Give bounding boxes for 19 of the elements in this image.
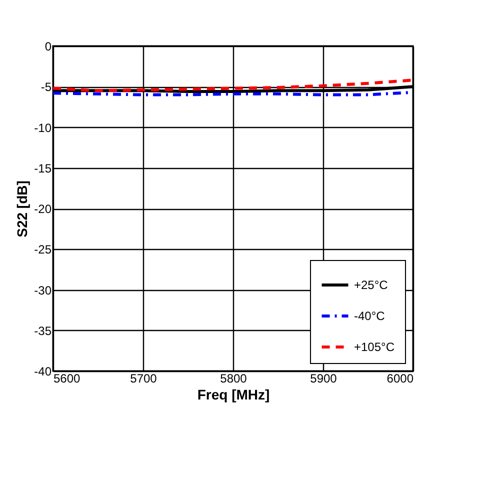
x-axis-title: Freq [MHz] <box>197 386 270 402</box>
legend-label: -40°C <box>354 309 386 323</box>
y-tick-label: -25 <box>34 242 52 257</box>
y-tick-label: 0 <box>44 40 52 54</box>
x-tick-label: 6000 <box>386 372 414 386</box>
legend-label: +25°C <box>354 278 388 292</box>
y-tick-label: -30 <box>34 283 52 298</box>
x-tick-label: 5800 <box>220 372 248 386</box>
x-tick-label: 5600 <box>54 372 81 386</box>
y-tick-label: -15 <box>34 161 52 176</box>
y-tick-label: -5 <box>40 80 52 94</box>
y-tick-label: -20 <box>34 202 52 216</box>
x-tick-label: 5700 <box>130 372 158 386</box>
y-tick-label: -35 <box>34 324 52 338</box>
y-tick-label: -40 <box>34 364 52 378</box>
y-tick-label: -10 <box>34 120 52 135</box>
legend-label: +105°C <box>354 340 395 354</box>
y-axis-title: S22 [dB] <box>14 180 30 238</box>
x-tick-label: 5900 <box>310 372 338 386</box>
